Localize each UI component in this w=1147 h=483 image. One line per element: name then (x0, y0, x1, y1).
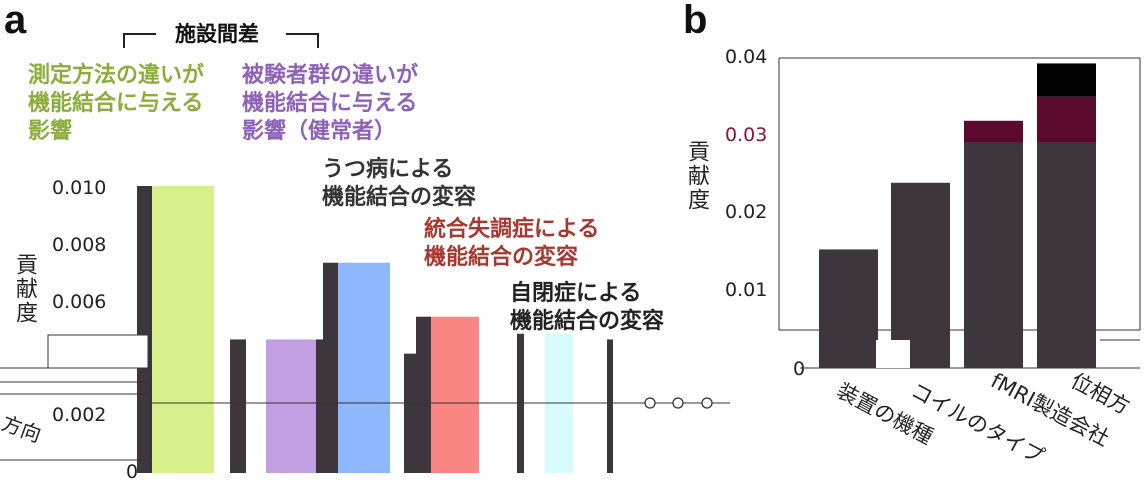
panel-b-bar-2-seg-0 (964, 142, 1023, 368)
panel-b-gap (876, 340, 910, 368)
panel-a-bar-color-3 (431, 316, 479, 473)
panel-a-category-label-line: 機能結合に与える (242, 91, 418, 116)
facility-difference-bracket (123, 33, 319, 48)
panel-a-dot-0 (644, 397, 656, 409)
panel-b-bar-3-seg-1 (1037, 96, 1096, 143)
facility-difference-label: 施設間差 (175, 22, 259, 46)
panel-a-category-label-line: 機能結合の変容 (322, 185, 477, 210)
panel-a-category-label: 自閉症による 機能結合の変容 (510, 280, 664, 336)
panel-b-bar-2-seg-1 (964, 120, 1023, 143)
panel-a-bar-dark-0 (137, 186, 152, 473)
panel-a-bar-color-2 (338, 262, 390, 473)
panel-a-category-label-line: 機能結合の変容 (424, 245, 579, 270)
panel-a-category-label-line: 影響 (28, 119, 73, 144)
panel-b-bar-0-seg-0 (819, 249, 878, 368)
panel-b-y-label: 貢献度 (684, 140, 709, 212)
panel-b-y-label-text: 貢献度 (684, 140, 709, 212)
panel-a-bar-color-1 (266, 339, 316, 473)
panel-a-category-label-line: 測定方法の違いが (28, 63, 205, 88)
panel-b-bar-3-seg-0 (1037, 142, 1096, 368)
panel-a-bar-extra-0 (316, 339, 338, 473)
panel-a-category-label-line: 自閉症による (510, 281, 642, 306)
panel-a-bar-extra-1 (404, 353, 431, 473)
panel-b-y-tick: 0.03 (725, 123, 768, 146)
panel-a-letter: a (4, 0, 27, 42)
panel-b-bar-1-seg-0 (891, 182, 950, 368)
panel-b-y-tick: 0.01 (725, 278, 768, 301)
panel-b-letter: b (683, 0, 708, 42)
panel-a-bar-dark-1 (230, 339, 246, 473)
panel-a-y-tick: 0.008 (52, 233, 107, 256)
panel-a-y-label-text: 貢献度 (12, 253, 37, 325)
panel-a-chart (0, 186, 730, 473)
panel-a-category-label-line: 影響（健常者） (242, 119, 397, 144)
panel-a-dot-1 (672, 397, 684, 409)
panel-a-y-tick: 0.010 (52, 176, 107, 199)
panel-a-y-label: 貢献度 (12, 253, 37, 325)
panel-b-y-tick: 0.02 (725, 201, 768, 223)
panel-a-category-label: うつ病による 機能結合の変容 (322, 156, 476, 212)
panel-a-category-label: 測定方法の違いが 機能結合に与える 影響 (28, 62, 204, 146)
panel-a-bar-color-0 (152, 186, 214, 473)
panel-a-y-tick: 0 (126, 461, 139, 483)
panel-b-y-tick: 0.04 (725, 46, 768, 68)
panel-a-category-label-line: 統合失調症による (424, 217, 600, 242)
panel-a-bar-extra-2 (607, 339, 613, 473)
panel-a-category-label-line: 被験者群の違いが (242, 63, 419, 88)
panel-a-category-label: 統合失調症による 機能結合の変容 (424, 216, 599, 272)
panel-a-y-tick: 0.002 (52, 404, 107, 427)
panel-a-category-label-line: 機能結合の変容 (510, 309, 665, 334)
panel-a-category-label: 被験者群の違いが 機能結合に与える 影響（健常者） (242, 62, 418, 146)
panel-a-category-label-line: 機能結合に与える (28, 91, 204, 116)
panel-a-category-label-line: うつ病による (322, 157, 454, 182)
panel-a-y-tick: 0.006 (52, 290, 107, 313)
panel-a-dot-2 (701, 397, 713, 409)
panel-b-bar-3-seg-2 (1037, 63, 1096, 97)
panel-a-overlay-box (47, 334, 149, 369)
panel-b-y-tick: 0 (793, 358, 806, 380)
